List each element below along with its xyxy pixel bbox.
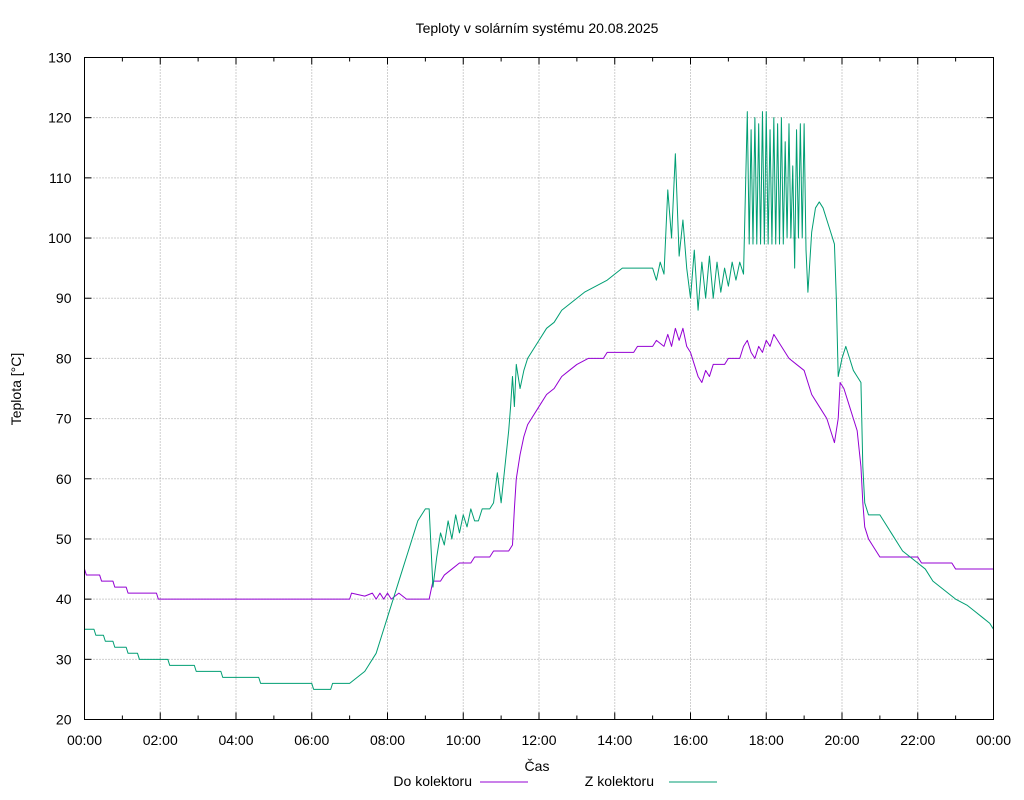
chart-title: Teploty v solárním systému 20.08.2025 xyxy=(416,20,659,36)
y-tick-label: 50 xyxy=(56,531,72,547)
x-tick-label: 10:00 xyxy=(446,732,481,748)
y-tick-label: 30 xyxy=(56,651,72,667)
y-tick-label: 120 xyxy=(48,110,72,126)
legend-label: Z kolektoru xyxy=(585,773,654,789)
x-axis-label: Čas xyxy=(525,758,550,774)
x-tick-label: 00:00 xyxy=(976,732,1011,748)
y-tick-label: 90 xyxy=(56,290,72,306)
x-tick-label: 16:00 xyxy=(673,732,708,748)
x-tick-label: 00:00 xyxy=(67,732,102,748)
y-tick-label: 100 xyxy=(48,230,72,246)
y-tick-label: 20 xyxy=(56,712,72,728)
y-tick-label: 80 xyxy=(56,350,72,366)
y-tick-label: 110 xyxy=(49,170,72,186)
grid xyxy=(84,57,994,720)
x-tick-label: 02:00 xyxy=(143,732,178,748)
x-tick-label: 06:00 xyxy=(294,732,329,748)
series-line xyxy=(84,327,994,600)
x-tick-label: 12:00 xyxy=(521,732,556,748)
x-tick-label: 22:00 xyxy=(900,732,935,748)
ticks: 00:00 02:00 04:00 06:00 08:00 10:00 12:00 14:00… xyxy=(48,50,1011,749)
x-tick-label: 20:00 xyxy=(824,732,859,748)
y-tick-label: 60 xyxy=(56,471,72,487)
x-tick-label: 18:00 xyxy=(749,732,784,748)
series-line xyxy=(84,111,994,690)
series-group xyxy=(84,111,994,690)
y-tick-label: 130 xyxy=(48,50,72,66)
legend-label: Do kolektoru xyxy=(393,773,472,789)
x-tick-label: 08:00 xyxy=(370,732,405,748)
y-tick-label: 40 xyxy=(56,591,72,607)
y-axis-label: Teplota [°C] xyxy=(8,353,24,426)
x-tick-label: 14:00 xyxy=(597,732,632,748)
y-tick-label: 70 xyxy=(56,411,72,427)
legend: Do kolektoru Z kolektoru xyxy=(393,773,717,789)
x-tick-label: 04:00 xyxy=(218,732,253,748)
